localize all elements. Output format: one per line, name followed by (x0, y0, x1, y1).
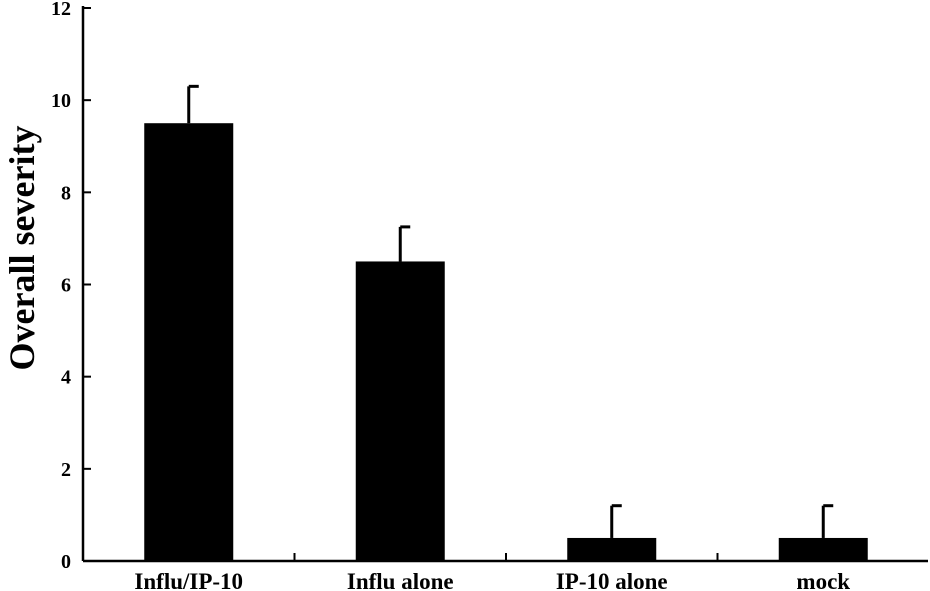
y-axis-title: Overall severity (2, 126, 42, 371)
y-tick-label-4: 4 (61, 367, 71, 389)
bar-influ-alone (355, 261, 445, 561)
axes-layer (81, 6, 928, 563)
y-tick-label-2: 2 (61, 459, 71, 481)
x-tick-label-influ-alone: Influ alone (347, 569, 454, 591)
y-tick-label-6: 6 (61, 275, 71, 297)
y-tick-label-0: 0 (61, 551, 71, 573)
y-tick-label-8: 8 (61, 182, 71, 204)
x-tick-label-mock: mock (796, 569, 850, 591)
x-tick-label-influ-ip-10: Influ/IP-10 (134, 569, 243, 591)
y-tick-label-10: 10 (51, 90, 71, 112)
labels-layer: 0 2 4 6 8 10 12 Influ/IP-10 Influ alone IP-10 alo… (51, 0, 850, 591)
bars-layer (144, 84, 868, 561)
y-tick-label-12: 12 (51, 0, 71, 20)
bar-influ-ip-10 (144, 123, 234, 561)
bar-mock (778, 537, 868, 561)
x-tick-label-ip-10-alone: IP-10 alone (556, 569, 668, 591)
bar-ip-10-alone (567, 537, 657, 561)
